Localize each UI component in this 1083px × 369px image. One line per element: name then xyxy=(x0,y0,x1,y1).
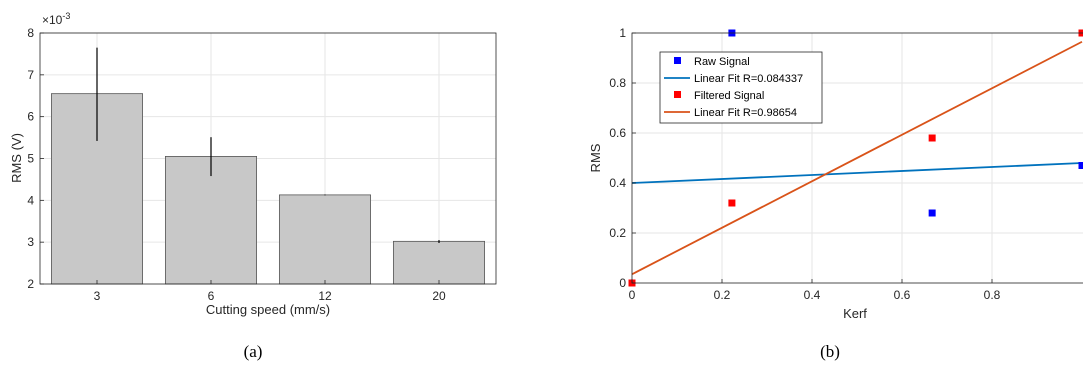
xtick-label-a: 12 xyxy=(318,289,332,303)
ytick-label-a: 8 xyxy=(27,26,34,40)
ytick-label-b: 0.4 xyxy=(609,176,626,190)
xtick-label-b: 0.4 xyxy=(804,288,821,302)
legend-marker-raw-signal xyxy=(674,57,681,64)
xtick-label-b: 0 xyxy=(629,288,636,302)
panel-a: 2 3 4 5 6 7 8 3 6 12 20 ×10-3 Cutting speed (mm/s… xyxy=(9,11,497,361)
ytick-label-a: 2 xyxy=(27,277,34,291)
caption-a: (a) xyxy=(244,342,263,361)
panel-b: 0 0.2 0.4 0.6 0.8 1 0 0.2 0.4 0.6 0.8 Kerf RMS (b… xyxy=(588,26,1083,361)
y-ticks-a: 2 3 4 5 6 7 8 xyxy=(27,26,44,291)
data-point-series-0 xyxy=(928,209,936,217)
data-point-series-0 xyxy=(1078,162,1083,169)
xtick-label-b: 0.8 xyxy=(984,288,1001,302)
fit-line-series-1 xyxy=(631,162,1083,184)
legend-label-raw-fit: Linear Fit R=0.084337 xyxy=(694,73,803,85)
errorbars-a xyxy=(96,47,440,244)
xtick-label-a: 3 xyxy=(94,289,101,303)
legend-b: Raw Signal Linear Fit R=0.084337 Filtere… xyxy=(659,51,823,124)
fit-line-series-3 xyxy=(631,40,1083,276)
data-point-series-2 xyxy=(728,199,736,207)
xtick-label-b: 0.2 xyxy=(714,288,731,302)
plot-b-frame xyxy=(631,32,1083,284)
legend-label-filtered-signal: Filtered Signal xyxy=(694,90,764,102)
x-axis-label-a: Cutting speed (mm/s) xyxy=(206,302,330,317)
ytick-label-a: 5 xyxy=(27,152,34,166)
x-axis-label-b: Kerf xyxy=(843,306,867,321)
ytick-label-a: 7 xyxy=(27,68,34,82)
bar xyxy=(278,194,371,285)
ytick-label-b: 0 xyxy=(619,276,626,290)
ytick-label-a: 4 xyxy=(27,193,34,207)
y-axis-label-b: RMS xyxy=(588,143,603,172)
bar xyxy=(392,240,485,285)
y-axis-label-a: RMS (V) xyxy=(9,133,24,183)
xtick-label-a: 6 xyxy=(208,289,215,303)
xtick-label-b: 0.6 xyxy=(894,288,911,302)
y-exponent-label-a: ×10-3 xyxy=(42,11,70,27)
ytick-label-b: 1 xyxy=(619,26,626,40)
legend-marker-filtered-signal xyxy=(674,91,681,98)
ytick-label-b: 0.8 xyxy=(609,76,626,90)
data-point-series-2 xyxy=(928,134,936,142)
x-ticks-b: 0 0.2 0.4 0.6 0.8 xyxy=(629,279,1001,302)
xtick-label-a: 20 xyxy=(432,289,446,303)
ytick-label-b: 0.6 xyxy=(609,126,626,140)
bar xyxy=(164,156,257,285)
ytick-label-b: 0.2 xyxy=(609,226,626,240)
ytick-label-a: 6 xyxy=(27,110,34,124)
legend-label-filtered-fit: Linear Fit R=0.98654 xyxy=(694,107,797,119)
caption-b: (b) xyxy=(820,342,840,361)
bars-a xyxy=(51,93,485,285)
x-ticks-a: 3 6 12 20 xyxy=(94,280,446,303)
ytick-label-a: 3 xyxy=(27,235,34,249)
legend-label-raw-signal: Raw Signal xyxy=(694,56,750,68)
fit-lines-b xyxy=(631,40,1083,276)
y-ticks-b: 0 0.2 0.4 0.6 0.8 1 xyxy=(609,26,636,290)
